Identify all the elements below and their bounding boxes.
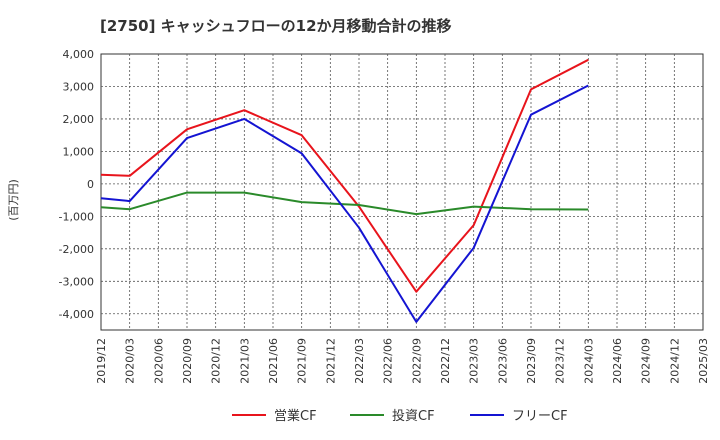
- x-tick-label: 2022/06: [382, 338, 395, 384]
- legend-label-2: フリーCF: [512, 409, 568, 424]
- y-tick-label: -2,000: [59, 243, 94, 256]
- x-tick-label: 2021/03: [238, 338, 251, 384]
- x-tick-label: 2025/03: [697, 338, 710, 384]
- x-tick-label: 2022/03: [353, 338, 366, 384]
- y-tick-label: -4,000: [59, 308, 94, 321]
- x-tick-label: 2021/06: [267, 338, 280, 384]
- x-tick-label: 2023/09: [525, 338, 538, 384]
- x-tick-label: 2021/12: [324, 338, 337, 384]
- x-tick-label: 2019/12: [95, 338, 108, 384]
- legend-label-0: 営業CF: [274, 408, 317, 424]
- x-tick-label: 2024/09: [640, 338, 653, 384]
- x-tick-label: 2023/12: [554, 338, 567, 384]
- x-tick-label: 2020/12: [210, 338, 223, 384]
- y-tick-label: 0: [87, 178, 94, 191]
- y-tick-label: 4,000: [63, 48, 95, 61]
- x-tick-label: 2023/03: [468, 338, 481, 384]
- x-tick-label: 2022/12: [439, 338, 452, 384]
- y-tick-label: 3,000: [63, 80, 95, 93]
- x-tick-label: 2020/09: [181, 338, 194, 384]
- x-axis-ticks: 2019/12 2020/03 2020/06 2020/09 2020/12 2021/…: [95, 338, 710, 384]
- y-tick-label: 2,000: [63, 113, 95, 126]
- y-axis-label: (百万円): [7, 179, 20, 221]
- y-tick-label: -3,000: [59, 275, 94, 288]
- series-lines: [100, 58, 589, 323]
- x-tick-label: 2024/06: [611, 338, 624, 384]
- x-tick-label: 2022/09: [410, 338, 423, 384]
- y-tick-label: -1,000: [59, 210, 94, 223]
- legend: 営業CF 投資CF フリーCF: [232, 408, 568, 424]
- x-tick-label: 2020/06: [152, 338, 165, 384]
- y-axis-ticks: 4,000 3,000 2,000 1,000 0 -1,000 -2,000 -3,000 -…: [59, 48, 94, 321]
- y-tick-label: 1,000: [63, 145, 95, 158]
- chart-title: [2750] キャッシュフローの12か月移動合計の推移: [100, 17, 452, 35]
- series-line-1: [100, 191, 589, 216]
- x-tick-label: 2020/03: [124, 338, 137, 384]
- x-tick-label: 2023/06: [496, 338, 509, 384]
- horizontal-gridlines: [101, 86, 703, 315]
- legend-label-1: 投資CF: [392, 408, 435, 424]
- x-tick-label: 2021/09: [296, 338, 309, 384]
- series-line-0: [100, 58, 589, 293]
- series-line-2: [100, 84, 589, 323]
- x-tick-label: 2024/12: [668, 338, 681, 384]
- vertical-gridlines: [129, 54, 675, 330]
- x-tick-label: 2024/03: [582, 338, 595, 384]
